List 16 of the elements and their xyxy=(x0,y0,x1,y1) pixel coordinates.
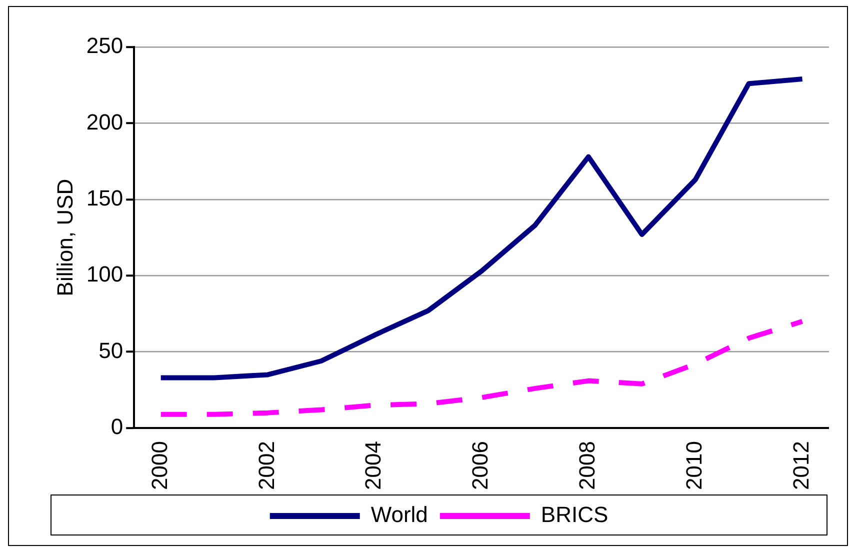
x-tick-label: 2006 xyxy=(468,441,493,490)
x-tick-label: 2008 xyxy=(574,441,600,490)
y-tick-label: 50 xyxy=(98,338,124,363)
y-axis-title: Billion, USD xyxy=(52,178,78,296)
x-tick-label: 2004 xyxy=(360,441,386,490)
y-tick-label: 250 xyxy=(86,33,124,58)
x-tick-label: 2010 xyxy=(681,441,706,490)
y-tick-label: 200 xyxy=(86,109,124,134)
x-tick-label: 2000 xyxy=(146,441,172,490)
y-tick-label: 0 xyxy=(110,414,124,440)
x-tick-label: 2002 xyxy=(254,441,279,490)
y-tick-label: 100 xyxy=(86,262,124,287)
y-tick-label: 150 xyxy=(86,185,124,210)
legend-label: BRICS xyxy=(540,502,608,528)
legend-label: World xyxy=(370,502,428,528)
x-tick-label: 2012 xyxy=(788,441,814,490)
